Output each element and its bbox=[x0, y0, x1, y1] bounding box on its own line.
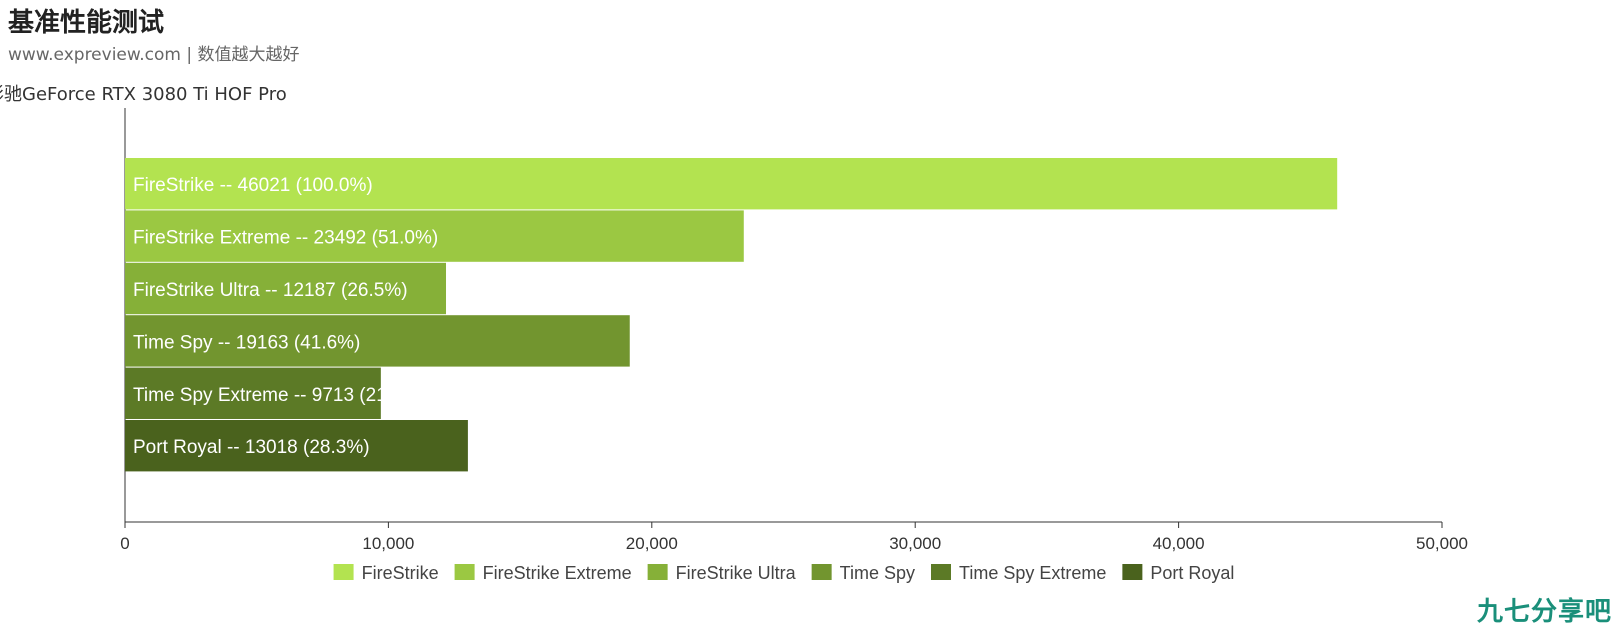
x-tick-label: 10,000 bbox=[362, 534, 414, 553]
x-tick-label: 50,000 bbox=[1416, 534, 1468, 553]
x-tick-label: 20,000 bbox=[626, 534, 678, 553]
legend-swatch bbox=[1122, 564, 1143, 580]
legend-swatch bbox=[333, 564, 354, 580]
legend-swatch bbox=[454, 564, 475, 580]
bar-data-label: Time Spy -- 19163 (41.6%) bbox=[133, 332, 360, 353]
x-tick-label: 0 bbox=[120, 534, 129, 553]
legend-label: FireStrike Ultra bbox=[676, 563, 797, 583]
watermark-logo: 九七分享吧 bbox=[1476, 597, 1612, 627]
bar-data-label: Time Spy Extreme -- 9713 (21.1%) bbox=[133, 385, 426, 406]
legend-label: Time Spy bbox=[840, 563, 915, 583]
bar bbox=[125, 367, 381, 419]
bar-data-label: FireStrike -- 46021 (100.0%) bbox=[133, 175, 373, 196]
bar-data-label: Port Royal -- 13018 (28.3%) bbox=[133, 437, 370, 458]
bar bbox=[125, 210, 744, 262]
legend-item: Port Royal bbox=[1122, 563, 1234, 583]
category-label: 影驰GeForce RTX 3080 Ti HOF Pro bbox=[0, 84, 287, 105]
legend-label: Port Royal bbox=[1150, 563, 1234, 583]
bar-data-label: FireStrike Ultra -- 12187 (26.5%) bbox=[133, 280, 408, 301]
chart-subtitle: www.expreview.com | 数值越大越好 bbox=[8, 45, 300, 65]
legend-label: FireStrike bbox=[362, 563, 439, 583]
x-tick-label: 40,000 bbox=[1153, 534, 1205, 553]
bar bbox=[125, 262, 447, 315]
bar bbox=[125, 315, 630, 367]
legend-item: Time Spy bbox=[811, 563, 915, 583]
x-tick-label: 30,000 bbox=[889, 534, 941, 553]
legend-swatch bbox=[811, 564, 832, 580]
chart-title: 基准性能测试 bbox=[8, 8, 165, 38]
legend-label: Time Spy Extreme bbox=[959, 563, 1106, 583]
bar bbox=[125, 420, 468, 472]
legend-item: FireStrike Extreme bbox=[454, 563, 632, 583]
legend-swatch bbox=[931, 564, 951, 580]
bar bbox=[125, 158, 1338, 210]
legend-item: FireStrike bbox=[333, 563, 439, 583]
legend-label: FireStrike Extreme bbox=[483, 563, 632, 583]
legend-swatch bbox=[647, 564, 668, 580]
legend-item: Time Spy Extreme bbox=[931, 563, 1106, 583]
bar-data-label: FireStrike Extreme -- 23492 (51.0%) bbox=[133, 228, 438, 249]
legend-item: FireStrike Ultra bbox=[647, 563, 797, 583]
